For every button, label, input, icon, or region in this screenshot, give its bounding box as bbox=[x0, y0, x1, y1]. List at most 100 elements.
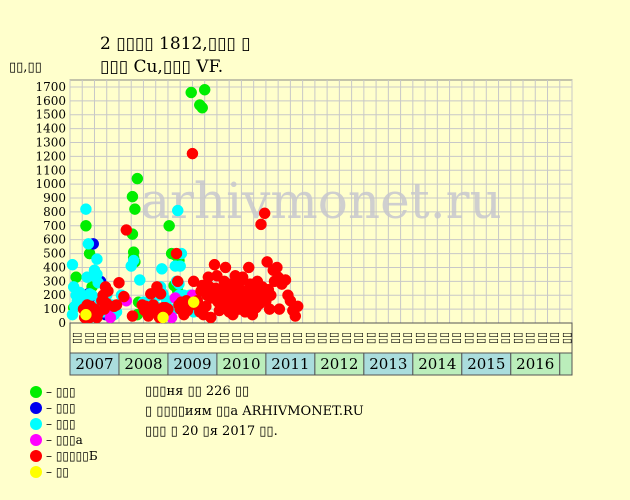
year-cell bbox=[559, 352, 573, 376]
info-line-1: ▯▯▯ня ▯▯ 226 ▯▯ bbox=[145, 384, 250, 399]
quarter-label: ▯▯ bbox=[499, 332, 512, 344]
quarter-label: ▯▯ bbox=[278, 332, 291, 344]
quarter-label: ▯▯ bbox=[401, 332, 414, 344]
quarter-label: ▯▯ bbox=[107, 332, 120, 344]
quarter-label: ▯▯ bbox=[156, 332, 169, 344]
legend-item: – ▯▯▯ bbox=[30, 416, 76, 432]
data-point bbox=[196, 102, 208, 114]
quarter-label: ▯▯ bbox=[352, 332, 365, 344]
legend-label: – ▯▯▯ bbox=[46, 401, 76, 415]
quarter-label: ▯▯ bbox=[168, 332, 181, 344]
data-point bbox=[289, 310, 302, 322]
data-point bbox=[258, 207, 271, 220]
legend-marker-icon bbox=[30, 434, 42, 446]
chart-title-line-2: ▯▯▯ Cu,▯▯▯ VF. bbox=[100, 57, 224, 77]
quarter-label: ▯▯ bbox=[131, 332, 144, 344]
data-point bbox=[291, 300, 304, 313]
year-label: 2016 bbox=[516, 355, 554, 373]
legend-label: – ▯▯▯ bbox=[46, 417, 76, 431]
y-tick-label: 1300 bbox=[35, 135, 66, 149]
data-point bbox=[110, 299, 123, 311]
legend-label: – ▯▯▯ bbox=[46, 385, 76, 399]
data-point bbox=[157, 311, 169, 324]
legend-marker-icon bbox=[30, 386, 42, 398]
data-point bbox=[131, 172, 144, 185]
data-point bbox=[187, 296, 200, 308]
quarter-label: ▯▯ bbox=[327, 332, 340, 344]
y-tick-label: 400 bbox=[43, 260, 66, 274]
data-point bbox=[82, 238, 95, 250]
quarter-label: ▯▯ bbox=[291, 332, 304, 344]
y-tick-label: 1700 bbox=[35, 80, 66, 94]
y-tick-label: 200 bbox=[43, 288, 66, 302]
quarter-label: ▯▯ bbox=[450, 332, 463, 344]
quarter-label: ▯▯ bbox=[242, 332, 255, 344]
data-point bbox=[263, 303, 276, 315]
y-tick-label: 1400 bbox=[35, 122, 66, 136]
quarter-label: ▯▯ bbox=[511, 332, 524, 344]
quarter-label: ▯▯ bbox=[474, 332, 487, 344]
quarter-label: ▯▯ bbox=[548, 332, 561, 344]
y-tick-label: 700 bbox=[43, 219, 66, 233]
data-point bbox=[174, 260, 186, 272]
y-tick-label: 500 bbox=[43, 247, 66, 261]
data-point bbox=[134, 274, 146, 286]
data-point bbox=[265, 289, 277, 301]
y-tick-label: 800 bbox=[43, 205, 66, 219]
data-point bbox=[80, 308, 92, 321]
data-point bbox=[219, 261, 232, 274]
data-point bbox=[120, 224, 133, 236]
data-point bbox=[80, 220, 92, 232]
legend-marker-icon bbox=[30, 418, 42, 430]
data-point bbox=[273, 303, 286, 315]
y-tick-label: 1100 bbox=[35, 163, 66, 177]
year-label: 2013 bbox=[369, 355, 407, 373]
legend-marker-icon bbox=[30, 402, 42, 414]
legend-marker-icon bbox=[30, 450, 42, 462]
data-point bbox=[118, 290, 130, 303]
data-point bbox=[171, 204, 184, 217]
data-point bbox=[185, 86, 197, 99]
info-line-3: ▯▯▯ ▯ 20 ▯я 2017 ▯▯. bbox=[145, 424, 278, 439]
y-tick-label: 600 bbox=[43, 233, 66, 247]
data-point bbox=[104, 311, 117, 324]
year-label: 2008 bbox=[124, 355, 162, 373]
data-point bbox=[129, 203, 141, 215]
data-point bbox=[279, 274, 292, 286]
quarter-label: ▯▯ bbox=[266, 332, 279, 344]
quarter-label: ▯▯ bbox=[82, 332, 95, 344]
quarter-label: ▯▯ bbox=[217, 332, 230, 344]
data-point bbox=[156, 263, 168, 275]
year-label: 2009 bbox=[173, 355, 211, 373]
legend-item: – ▯▯▯а bbox=[30, 432, 83, 448]
legend-label: – ▯▯ bbox=[46, 465, 70, 479]
data-point bbox=[126, 190, 139, 203]
quarter-label: ▯▯ bbox=[376, 332, 389, 344]
quarter-label: ▯▯ bbox=[254, 332, 267, 344]
year-label: 2014 bbox=[418, 355, 456, 373]
quarter-label: ▯▯ bbox=[315, 332, 328, 344]
quarter-label: ▯▯ bbox=[119, 332, 132, 344]
legend-item: – ▯▯▯ bbox=[30, 384, 76, 400]
year-label: 2012 bbox=[320, 355, 358, 373]
data-point bbox=[186, 147, 199, 160]
chart-title-line-1: 2 ▯▯▯▯ 1812,▯▯▯ ▯ bbox=[100, 34, 251, 54]
y-tick-label: 1500 bbox=[35, 108, 66, 122]
legend-item: – ▯▯ bbox=[30, 464, 69, 480]
quarter-label: ▯▯ bbox=[339, 332, 352, 344]
y-tick-label: 300 bbox=[43, 274, 66, 288]
quarter-label: ▯▯ bbox=[523, 332, 536, 344]
data-point bbox=[171, 275, 184, 288]
data-point bbox=[91, 253, 103, 265]
y-tick-label: 900 bbox=[43, 191, 66, 205]
quarter-label: ▯▯ bbox=[486, 332, 499, 344]
data-point bbox=[205, 311, 217, 324]
legend-item: – ▯▯▯▯▯Б bbox=[30, 448, 98, 464]
quarter-label: ▯▯ bbox=[144, 332, 157, 344]
quarter-label: ▯▯ bbox=[70, 332, 83, 344]
data-point bbox=[127, 254, 140, 267]
quarter-label-row bbox=[69, 322, 573, 354]
data-point bbox=[66, 258, 79, 271]
legend-marker-icon bbox=[30, 466, 42, 478]
data-point bbox=[181, 304, 194, 317]
